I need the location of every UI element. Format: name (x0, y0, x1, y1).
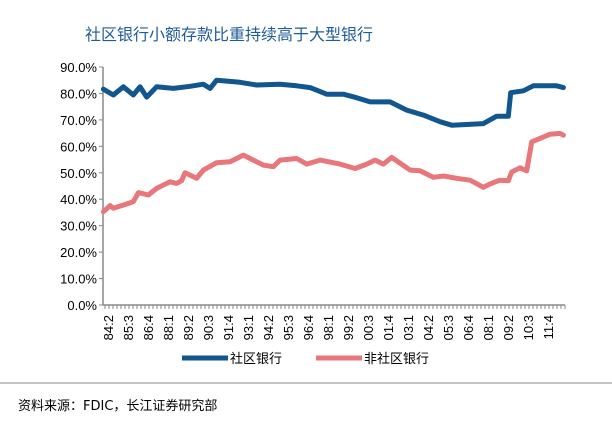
source-note: 资料来源：FDIC，长江证券研究部 (18, 398, 217, 414)
x-tick-label: 08:1 (481, 315, 496, 340)
y-tick-label: 70.0% (60, 113, 97, 128)
x-tick-label: 05:3 (441, 315, 456, 340)
y-tick-label: 90.0% (60, 60, 97, 75)
chart-title: 社区银行小额存款比重持续高于大型银行 (85, 25, 373, 44)
x-tick-label: 11:4 (541, 315, 556, 339)
y-tick-label: 30.0% (60, 219, 97, 234)
y-tick-label: 0.0% (67, 298, 97, 313)
y-tick-label: 40.0% (60, 192, 97, 207)
x-tick-label: 94:2 (261, 315, 276, 340)
x-tick-label: 96:4 (301, 315, 316, 340)
x-tick-label: 85:3 (121, 315, 136, 340)
x-tick-label: 88:1 (161, 315, 176, 340)
x-tick-label: 95:3 (281, 315, 296, 340)
y-tick-label: 20.0% (60, 245, 97, 260)
y-tick-label: 50.0% (60, 166, 97, 181)
x-tick-label: 91:4 (221, 315, 236, 340)
y-axis: 0.0% 10.0% 20.0% 30.0% 40.0% 50.0% 60.0% 70.0% 8… (60, 60, 104, 313)
x-axis: 84:2 85:3 86:4 88:1 89:2 90:3 91:4 93:1 94:2 95:3… (101, 304, 566, 340)
series-line-1 (100, 130, 566, 215)
x-tick-label: 06:4 (461, 315, 476, 340)
legend: 社区银行 非社区银行 (182, 351, 429, 367)
plot-area (100, 77, 566, 215)
x-tick-label: 09:2 (501, 315, 516, 340)
x-tick-label: 98:1 (321, 315, 336, 340)
x-tick-label: 01:4 (381, 315, 396, 340)
legend-label-noncommunity: 非社区银行 (364, 351, 429, 367)
x-tick-label: 00:3 (361, 315, 376, 340)
y-tick-label: 10.0% (60, 272, 97, 287)
x-tick-label: 03:1 (401, 315, 416, 340)
x-tick-label: 93:1 (241, 315, 256, 340)
x-tick-label: 99:2 (341, 315, 356, 340)
x-tick-label: 04:2 (421, 315, 436, 340)
x-tick-label: 86:4 (141, 315, 156, 340)
legend-label-community: 社区银行 (230, 351, 282, 367)
x-tick-label: 89:2 (181, 315, 196, 340)
series-line-0 (100, 77, 566, 128)
y-tick-label: 80.0% (60, 86, 97, 101)
x-tick-label: 84:2 (101, 315, 116, 340)
x-tick-label: 90:3 (201, 315, 216, 340)
x-tick-label: 10:3 (521, 315, 536, 340)
y-tick-label: 60.0% (60, 139, 97, 154)
